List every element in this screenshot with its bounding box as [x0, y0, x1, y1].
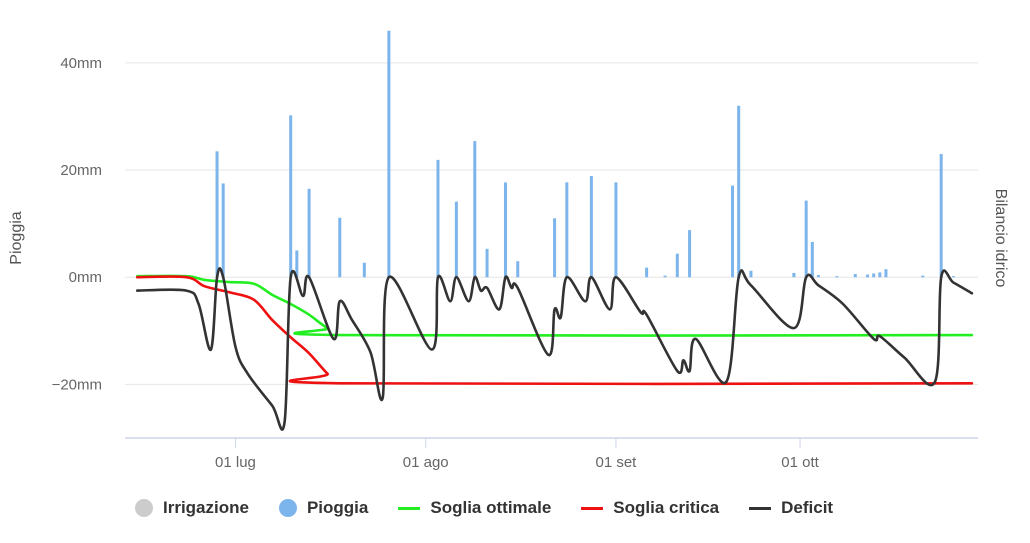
rain-bar	[307, 188, 311, 278]
rain-bar	[645, 267, 649, 278]
legend-symbol	[749, 506, 772, 510]
soglia-ottimale-line	[136, 274, 974, 337]
rain-bar	[436, 159, 440, 278]
rain-bar	[485, 248, 489, 278]
rain-bar	[749, 270, 753, 278]
legend-item-pioggia[interactable]: Pioggia	[278, 498, 369, 518]
rain-bar	[221, 183, 225, 278]
rain-bar	[553, 218, 557, 278]
legend-label: Pioggia	[306, 498, 369, 517]
rain-bar	[473, 141, 477, 278]
rain-bar	[516, 261, 520, 278]
y-tick-label: 20mm	[60, 162, 102, 179]
rain-bar	[454, 201, 458, 278]
legend-symbol	[135, 499, 153, 517]
rain-bar	[338, 217, 342, 278]
rain-bar	[872, 273, 876, 278]
rain-bar	[853, 274, 857, 278]
legend-label: Soglia ottimale	[430, 498, 552, 517]
rain-bar	[939, 153, 943, 278]
rain-bar	[589, 175, 593, 278]
deficit-line	[136, 267, 974, 431]
rain-bar	[921, 275, 925, 278]
rain-bar	[289, 115, 293, 278]
left-axis-title: Pioggia	[8, 211, 25, 264]
legend-item-soglia-critica[interactable]: Soglia critica	[581, 498, 719, 518]
rain-bar	[688, 230, 692, 278]
rain-bar	[675, 253, 679, 278]
y-tick-label: −20mm	[52, 376, 102, 393]
y-tick-label: 40mm	[60, 55, 102, 72]
x-tick-label: 01 ott	[781, 454, 819, 471]
rain-bar	[565, 182, 569, 278]
x-tick-label: 01 lug	[215, 454, 256, 471]
legend-label: Deficit	[781, 498, 834, 517]
soglia-critica-line	[136, 275, 974, 386]
rain-bar	[731, 185, 735, 278]
legend-label: Irrigazione	[163, 498, 249, 517]
rain-bar	[816, 275, 820, 278]
x-tick-label: 01 ago	[403, 454, 449, 471]
legend-item-deficit[interactable]: Deficit	[749, 498, 833, 518]
rain-bar	[866, 274, 870, 278]
rain-bar	[804, 200, 808, 278]
legend-item-irrigazione[interactable]: Irrigazione	[135, 498, 249, 518]
rain-bar	[792, 272, 796, 278]
legend: Irrigazione Pioggia Soglia ottimale Soglia …	[135, 498, 863, 518]
legend-symbol	[398, 506, 421, 510]
right-axis-title: Bilancio idrico	[992, 189, 1009, 288]
legend-symbol	[278, 499, 297, 517]
legend-label: Soglia critica	[613, 498, 720, 517]
rain-bar	[663, 275, 667, 278]
rain-bar	[737, 105, 741, 278]
rain-bar	[295, 250, 299, 278]
y-tick-label: 0mm	[69, 269, 102, 286]
rain-bar	[884, 269, 888, 278]
rain-bar	[878, 272, 882, 278]
rain-bar	[503, 182, 507, 278]
rain-bar	[387, 30, 391, 278]
rain-bar	[614, 182, 618, 278]
rain-bar	[835, 276, 839, 278]
rain-bar	[215, 151, 219, 278]
rain-bar	[810, 241, 814, 278]
legend-symbol	[581, 506, 604, 510]
rain-bar	[362, 262, 366, 278]
x-tick-label: 01 set	[595, 454, 637, 471]
rain-bar	[951, 276, 955, 278]
legend-item-soglia-ottimale[interactable]: Soglia ottimale	[398, 498, 551, 518]
